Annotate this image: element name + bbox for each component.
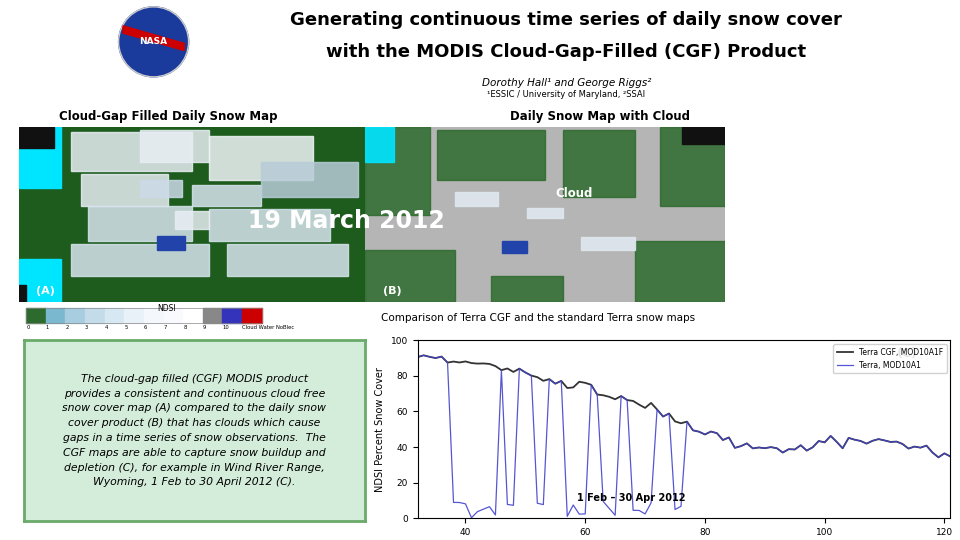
Bar (437, 130, 544, 179)
Terra, MOD10A1 (945, 453, 956, 460)
Text: 6: 6 (144, 325, 147, 330)
Terra, MOD10A1 (586, 382, 597, 388)
Terra, MOD10A1 (795, 442, 806, 448)
Terra, MOD10A1 (933, 454, 945, 461)
Text: (A): (A) (36, 286, 56, 295)
Bar (71, 245, 209, 276)
Bar (140, 179, 181, 197)
Bar (65, 308, 85, 323)
Circle shape (119, 7, 188, 77)
Bar (71, 132, 192, 171)
Bar (157, 235, 185, 249)
Bar (491, 276, 563, 302)
Text: (C): (C) (898, 347, 918, 360)
Text: 7: 7 (163, 325, 167, 330)
Text: ¹ESSIC / University of Maryland, ²SSAI: ¹ESSIC / University of Maryland, ²SSAI (488, 90, 645, 99)
Bar (501, 241, 527, 253)
Terra, MOD10A1 (878, 437, 890, 444)
Bar (85, 308, 105, 323)
Terra CGF, MOD10A1F (490, 363, 501, 369)
Terra CGF, MOD10A1F (926, 449, 938, 456)
Text: 19 March 2012: 19 March 2012 (248, 210, 444, 233)
Bar (581, 238, 635, 249)
Terra, MOD10A1 (412, 354, 423, 360)
Terra CGF, MOD10A1F (412, 354, 423, 360)
Line: Terra, MOD10A1: Terra, MOD10A1 (418, 355, 950, 518)
Bar (19, 127, 54, 148)
Bar (26, 308, 262, 323)
Bar (242, 308, 262, 323)
Terra, MOD10A1 (867, 437, 878, 444)
Bar (125, 308, 144, 323)
Y-axis label: NDSI Percent Snow Cover: NDSI Percent Snow Cover (375, 367, 385, 492)
Text: NASA: NASA (139, 37, 168, 46)
Polygon shape (123, 26, 184, 51)
Bar (19, 127, 60, 188)
Bar (209, 210, 330, 241)
Bar (163, 308, 183, 323)
Legend: Terra CGF, MOD10A1F, Terra, MOD10A1: Terra CGF, MOD10A1F, Terra, MOD10A1 (833, 344, 947, 374)
Bar (203, 308, 223, 323)
Bar (209, 136, 313, 179)
Text: with the MODIS Cloud-Gap-Filled (CGF) Product: with the MODIS Cloud-Gap-Filled (CGF) Pr… (326, 43, 806, 61)
Text: NDSI: NDSI (157, 304, 176, 313)
Text: Dorothy Hall¹ and George Riggs²: Dorothy Hall¹ and George Riggs² (482, 78, 651, 88)
Text: 4: 4 (105, 325, 108, 330)
Terra CGF, MOD10A1F (861, 441, 873, 447)
Text: (B): (B) (383, 286, 401, 295)
Bar (682, 127, 725, 144)
Bar (227, 245, 348, 276)
Text: Cloud Water NoBlec: Cloud Water NoBlec (242, 325, 295, 330)
Terra, MOD10A1 (466, 515, 477, 521)
Bar (88, 206, 192, 241)
Bar (26, 308, 46, 323)
Bar (635, 241, 725, 302)
Bar (455, 192, 498, 206)
Text: Daily Snow Map with Cloud: Daily Snow Map with Cloud (510, 110, 690, 123)
Terra CGF, MOD10A1F (873, 436, 884, 442)
Text: 9: 9 (203, 325, 206, 330)
Text: The cloud-gap filled (CGF) MODIS product
provides a consistent and continuous cl: The cloud-gap filled (CGF) MODIS product… (62, 374, 326, 488)
Terra CGF, MOD10A1F (789, 446, 801, 453)
Text: 1: 1 (46, 325, 49, 330)
Bar (563, 131, 635, 197)
Terra CGF, MOD10A1F (418, 352, 429, 359)
Bar (261, 162, 358, 197)
Text: 8: 8 (183, 325, 186, 330)
Bar (365, 127, 394, 162)
Text: 0: 0 (26, 325, 30, 330)
Bar (46, 308, 65, 323)
Text: 2: 2 (65, 325, 69, 330)
Bar (365, 127, 430, 214)
Terra, MOD10A1 (495, 367, 507, 373)
Terra, MOD10A1 (418, 352, 429, 359)
Bar (19, 285, 26, 302)
Text: 10: 10 (223, 325, 229, 330)
Bar (140, 131, 209, 162)
Bar (365, 249, 455, 302)
Bar (19, 259, 60, 302)
Text: Cloud: Cloud (555, 187, 592, 200)
Bar (175, 211, 209, 229)
Text: Comparison of Terra CGF and the standard Terra snow maps: Comparison of Terra CGF and the standard… (381, 313, 695, 323)
Terra CGF, MOD10A1F (945, 453, 956, 460)
Bar (144, 308, 163, 323)
Terra CGF, MOD10A1F (933, 454, 945, 461)
Bar (660, 127, 725, 206)
Bar (105, 308, 125, 323)
Bar (527, 207, 563, 218)
Bar (82, 174, 168, 206)
Line: Terra CGF, MOD10A1F: Terra CGF, MOD10A1F (418, 355, 950, 457)
Bar (223, 308, 242, 323)
Text: 3: 3 (85, 325, 88, 330)
Text: Generating continuous time series of daily snow cover: Generating continuous time series of dai… (291, 11, 842, 29)
Text: 5: 5 (125, 325, 128, 330)
Bar (183, 308, 203, 323)
Text: Cloud-Gap Filled Daily Snow Map: Cloud-Gap Filled Daily Snow Map (59, 110, 277, 123)
Text: 1 Feb – 30 Apr 2012: 1 Feb – 30 Apr 2012 (578, 492, 686, 503)
Bar (192, 185, 261, 206)
Terra CGF, MOD10A1F (580, 380, 591, 386)
